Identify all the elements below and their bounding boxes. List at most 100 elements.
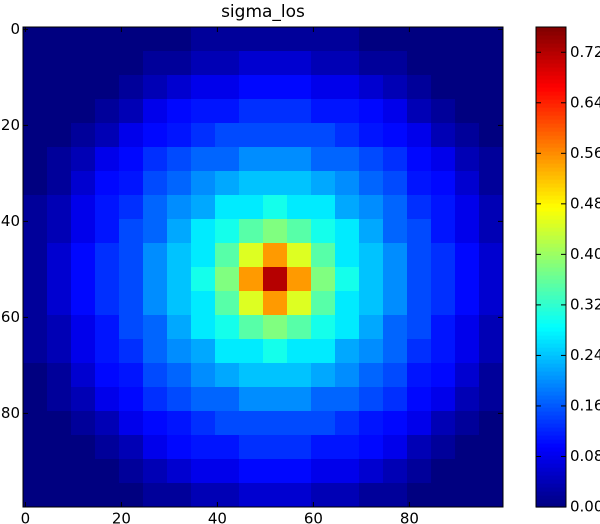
colorbar-segment [536,407,566,412]
heat-cell [167,459,192,484]
heat-cell [431,99,456,124]
heat-cell [23,291,48,316]
colorbar-tick-label: 0.48 [570,194,600,212]
heat-cell [23,219,48,244]
heat-cell [143,435,168,460]
colorbar-segment [536,491,566,496]
heat-cell [479,387,504,412]
heat-cell [215,435,240,460]
colorbar-segment [536,387,566,392]
heat-cell [47,171,72,196]
heat-cell [407,483,432,508]
heat-cell [263,315,288,340]
heat-cell [359,27,384,52]
heat-cell [359,123,384,148]
heat-cell [143,123,168,148]
colorbar-segment [536,119,566,124]
heat-cell [263,459,288,484]
colorbar-segment [536,435,566,440]
colorbar-segment [536,63,566,68]
heat-cell [263,75,288,100]
heat-cell [47,459,72,484]
heat-cell [167,51,192,76]
heat-cell [239,123,264,148]
heat-cell [167,27,192,52]
colorbar-segment [536,311,566,316]
colorbar-segment [536,323,566,328]
colorbar-segment [536,287,566,292]
heat-cell [71,363,96,388]
heat-cell [143,243,168,268]
heat-cell [47,315,72,340]
heat-cell [167,99,192,124]
colorbar-segment [536,179,566,184]
heat-cell [335,483,360,508]
colorbar-segment [536,475,566,480]
heat-cell [95,435,120,460]
heat-cell [191,219,216,244]
heat-cell [287,195,312,220]
heat-cell [95,387,120,412]
heat-cell [47,195,72,220]
heat-cell [479,243,504,268]
heat-cell [23,363,48,388]
colorbar-segment [536,147,566,152]
x-tick-label: 60 [304,510,323,524]
heat-cell [383,99,408,124]
heat-cell [335,411,360,436]
heat-cell [431,171,456,196]
colorbar-tick-label: 0.08 [570,447,600,465]
heat-cell [383,435,408,460]
colorbar-segment [536,107,566,112]
heat-cell [479,267,504,292]
heat-cell [47,27,72,52]
heat-cell [191,291,216,316]
colorbar-segment [536,319,566,324]
heat-cell [263,99,288,124]
heat-cell [95,291,120,316]
heat-cell [263,171,288,196]
heat-cell [431,51,456,76]
heat-cell [479,171,504,196]
heat-cell [215,315,240,340]
heat-cell [215,99,240,124]
heat-cell [143,195,168,220]
colorbar-segment [536,75,566,80]
heat-cell [335,387,360,412]
heat-cell [455,267,480,292]
colorbar-segment [536,443,566,448]
heat-cell [191,363,216,388]
colorbar-segment [536,355,566,360]
heat-cell [167,315,192,340]
heat-cell [335,27,360,52]
heat-cell [263,363,288,388]
heat-cell [455,291,480,316]
heat-cell [263,267,288,292]
colorbar-segment [536,155,566,160]
heat-cell [119,195,144,220]
colorbar-segment [536,159,566,164]
colorbar-segment [536,203,566,208]
heat-cell [479,51,504,76]
colorbar-segment [536,471,566,476]
colorbar-segment [536,335,566,340]
heat-cell [191,75,216,100]
colorbar-segment [536,223,566,228]
heat-cell [215,459,240,484]
heat-cell [455,195,480,220]
heat-cell [335,435,360,460]
heat-cell [23,315,48,340]
heat-cell [407,435,432,460]
colorbar-segment [536,251,566,256]
heat-cell [47,51,72,76]
heat-cell [407,219,432,244]
heat-cell [119,219,144,244]
heat-cell [383,147,408,172]
heat-cell [287,435,312,460]
heat-cell [287,123,312,148]
colorbar-segment [536,219,566,224]
heat-cell [239,459,264,484]
heat-cell [431,459,456,484]
colorbar-segment [536,375,566,380]
heat-cell [71,27,96,52]
